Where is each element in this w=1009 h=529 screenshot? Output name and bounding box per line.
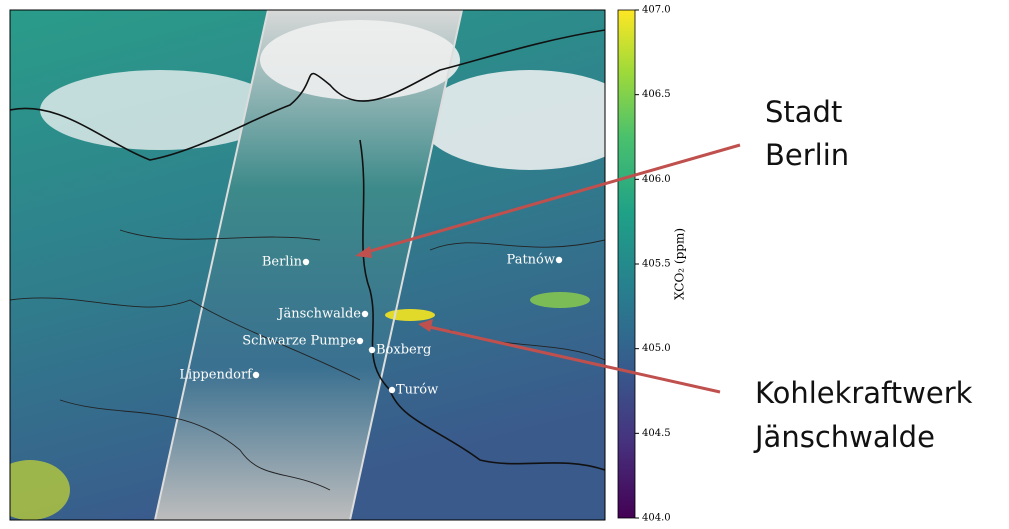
city-label: Berlin — [262, 255, 303, 270]
city-label: Jänschwalde — [276, 307, 361, 322]
annotation: Jänschwalde — [753, 420, 935, 454]
city-label: Lippendorf — [179, 368, 253, 383]
colorbar-tick-label: 406.0 — [642, 174, 671, 185]
page: Berlin Jänschwalde Schwarze Pumpe Boxberg Li… — [0, 0, 1009, 529]
colorbar-tick-label: 404.0 — [642, 513, 671, 524]
city-dot — [357, 338, 363, 344]
annotation: Kohlekraftwerk — [755, 376, 973, 410]
city-label: Turów — [396, 383, 438, 398]
colorbar-tick-label: 404.5 — [642, 428, 671, 439]
colorbar-ticks: 404.0 404.5 405.0 405.5 406.0 406.5 407.0 — [635, 5, 671, 524]
colorbar-tick-label: 407.0 — [642, 5, 671, 16]
colorbar — [618, 10, 635, 518]
city-dot — [389, 387, 395, 393]
colorbar-tick-label: 405.0 — [642, 343, 671, 354]
plume — [530, 292, 590, 308]
city-dot — [362, 311, 368, 317]
city-label: Patnów — [507, 253, 555, 268]
city-dot — [303, 259, 309, 265]
colorbar-tick-label: 405.5 — [642, 259, 671, 270]
city-dot — [253, 372, 259, 378]
cloud — [420, 70, 640, 170]
colorbar-tick-label: 406.5 — [642, 89, 671, 100]
city-label: Schwarze Pumpe — [242, 334, 356, 349]
plume — [385, 309, 435, 321]
annotation: Berlin — [765, 138, 849, 172]
annotation: Stadt — [765, 95, 842, 129]
city-dot — [556, 257, 562, 263]
city-label: Boxberg — [376, 343, 431, 358]
city-dot — [369, 347, 375, 353]
colorbar-label: XCO₂ (ppm) — [673, 228, 687, 300]
cloud — [260, 20, 460, 100]
